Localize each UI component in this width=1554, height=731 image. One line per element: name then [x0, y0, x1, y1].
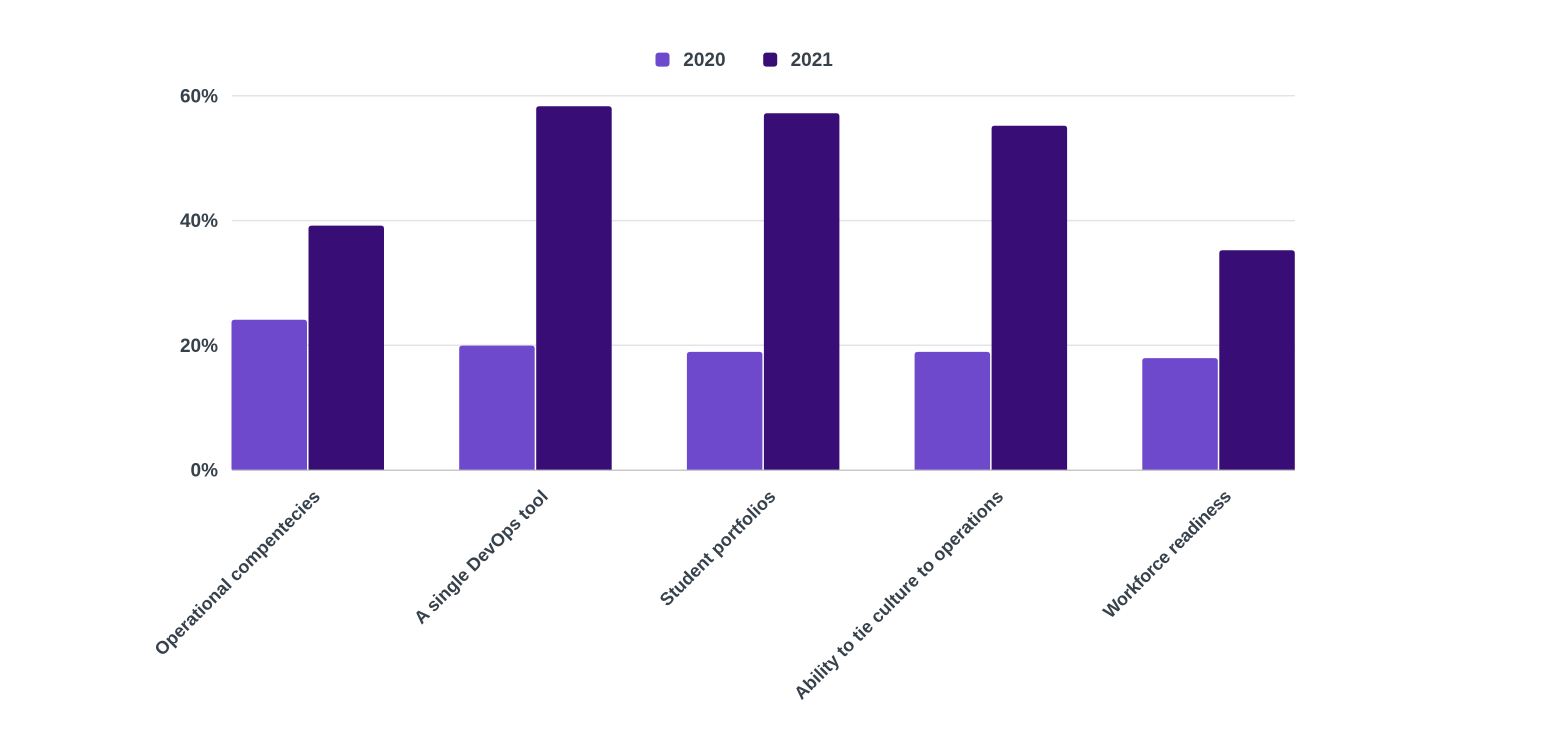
svg-text:20%: 20%	[180, 336, 218, 357]
svg-text:Ability to tie culture to oper: Ability to tie culture to operations	[790, 486, 1007, 703]
svg-text:2020: 2020	[683, 50, 725, 71]
svg-text:60%: 60%	[180, 86, 218, 107]
svg-text:2021: 2021	[791, 50, 834, 71]
svg-text:Workforce readiness: Workforce readiness	[1099, 486, 1235, 622]
svg-text:40%: 40%	[180, 211, 218, 232]
svg-text:0%: 0%	[191, 460, 219, 481]
svg-text:A single DevOps tool: A single DevOps tool	[410, 486, 552, 628]
svg-text:Operational compentecies: Operational compentecies	[151, 486, 324, 659]
svg-text:Student portfolios: Student portfolios	[656, 486, 780, 610]
